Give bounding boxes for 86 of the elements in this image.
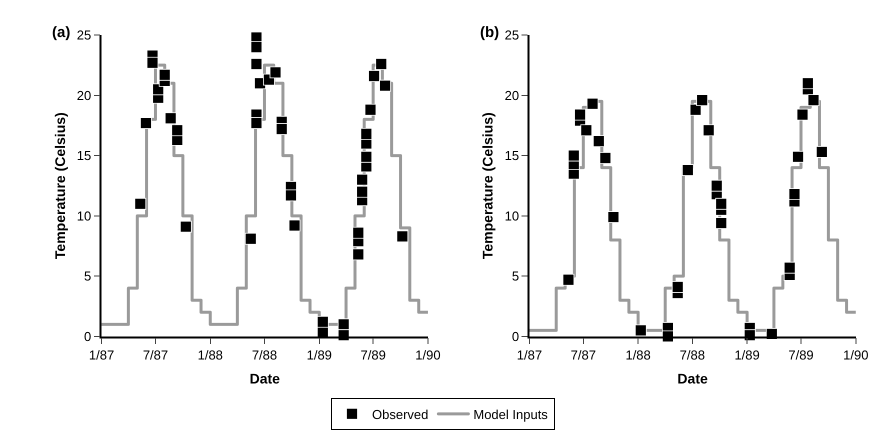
point <box>682 164 694 176</box>
point <box>338 318 350 330</box>
y-tick-label: 15 <box>76 148 92 164</box>
point <box>352 226 364 239</box>
point <box>696 94 708 106</box>
point <box>288 220 300 232</box>
point <box>250 117 262 129</box>
x-tick-label: 1/89 <box>734 348 760 363</box>
y-tick-label: 5 <box>512 268 520 284</box>
point <box>356 174 368 186</box>
point <box>140 117 152 129</box>
y-tick-label: 15 <box>504 148 520 164</box>
point <box>134 198 146 210</box>
y-tick-label: 10 <box>76 208 92 224</box>
point <box>158 68 171 81</box>
point <box>276 123 288 135</box>
point <box>360 150 372 163</box>
y-tick-label: 0 <box>512 328 520 344</box>
x-tick-label: 1/88 <box>625 348 651 363</box>
point <box>715 198 728 210</box>
y-tick-label: 20 <box>504 88 520 103</box>
point <box>250 41 262 53</box>
x-tick-label: 1/90 <box>415 348 441 363</box>
point <box>608 211 620 223</box>
point <box>715 217 728 229</box>
x-tick-label: 1/89 <box>306 348 332 363</box>
point <box>285 189 297 202</box>
y-axis-title: Temperature (Celsius) <box>480 112 496 260</box>
point <box>352 248 364 260</box>
x-tick-label: 7/87 <box>142 348 168 363</box>
x-tick-label: 1/87 <box>516 348 542 363</box>
point <box>784 262 796 274</box>
point <box>599 152 612 164</box>
y-tick-label: 25 <box>76 28 92 43</box>
x-tick-label: 7/87 <box>570 348 596 363</box>
point <box>702 124 715 136</box>
point <box>356 186 368 198</box>
point <box>710 180 723 192</box>
point <box>375 58 388 70</box>
point <box>396 230 408 242</box>
point <box>171 124 184 136</box>
point <box>379 80 391 92</box>
x-tick-label: 7/89 <box>360 348 386 363</box>
y-tick-label: 0 <box>84 328 92 344</box>
point <box>586 98 598 110</box>
point <box>574 108 586 120</box>
point <box>788 188 800 200</box>
x-tick-label: 7/88 <box>680 348 705 363</box>
x-tick-label: 1/90 <box>843 348 868 363</box>
point <box>360 128 372 140</box>
x-tick-label: 7/88 <box>252 348 278 363</box>
x-tick-label: 1/87 <box>88 348 114 363</box>
chart-title: (a) <box>52 24 70 41</box>
point <box>368 70 380 82</box>
point <box>592 135 605 148</box>
y-tick-label: 10 <box>504 208 520 224</box>
y-tick-label: 25 <box>504 28 520 43</box>
point <box>180 220 192 233</box>
legend-label: Observed <box>372 406 428 422</box>
point <box>802 77 814 90</box>
point <box>580 124 592 136</box>
point <box>808 94 820 106</box>
point <box>244 232 257 245</box>
x-axis-title: Date <box>677 370 708 387</box>
y-tick-label: 5 <box>84 268 92 284</box>
x-tick-label: 1/88 <box>198 348 223 363</box>
point <box>568 150 580 162</box>
point <box>690 104 702 116</box>
chart-title: (b) <box>480 24 500 41</box>
x-tick-label: 7/89 <box>788 348 814 363</box>
point <box>792 150 804 163</box>
point <box>562 274 574 286</box>
x-axis-title: Date <box>250 370 280 387</box>
y-axis-title: Temperature (Celsius) <box>52 112 68 260</box>
point <box>364 104 376 116</box>
point <box>672 281 684 293</box>
point <box>164 112 177 124</box>
point <box>634 324 647 336</box>
point <box>316 316 329 328</box>
point <box>796 108 808 120</box>
point <box>270 66 282 78</box>
point <box>250 58 262 70</box>
y-tick-label: 20 <box>76 88 92 103</box>
legend-label: Model Inputs <box>473 406 548 422</box>
point <box>146 56 158 69</box>
point <box>816 146 828 158</box>
